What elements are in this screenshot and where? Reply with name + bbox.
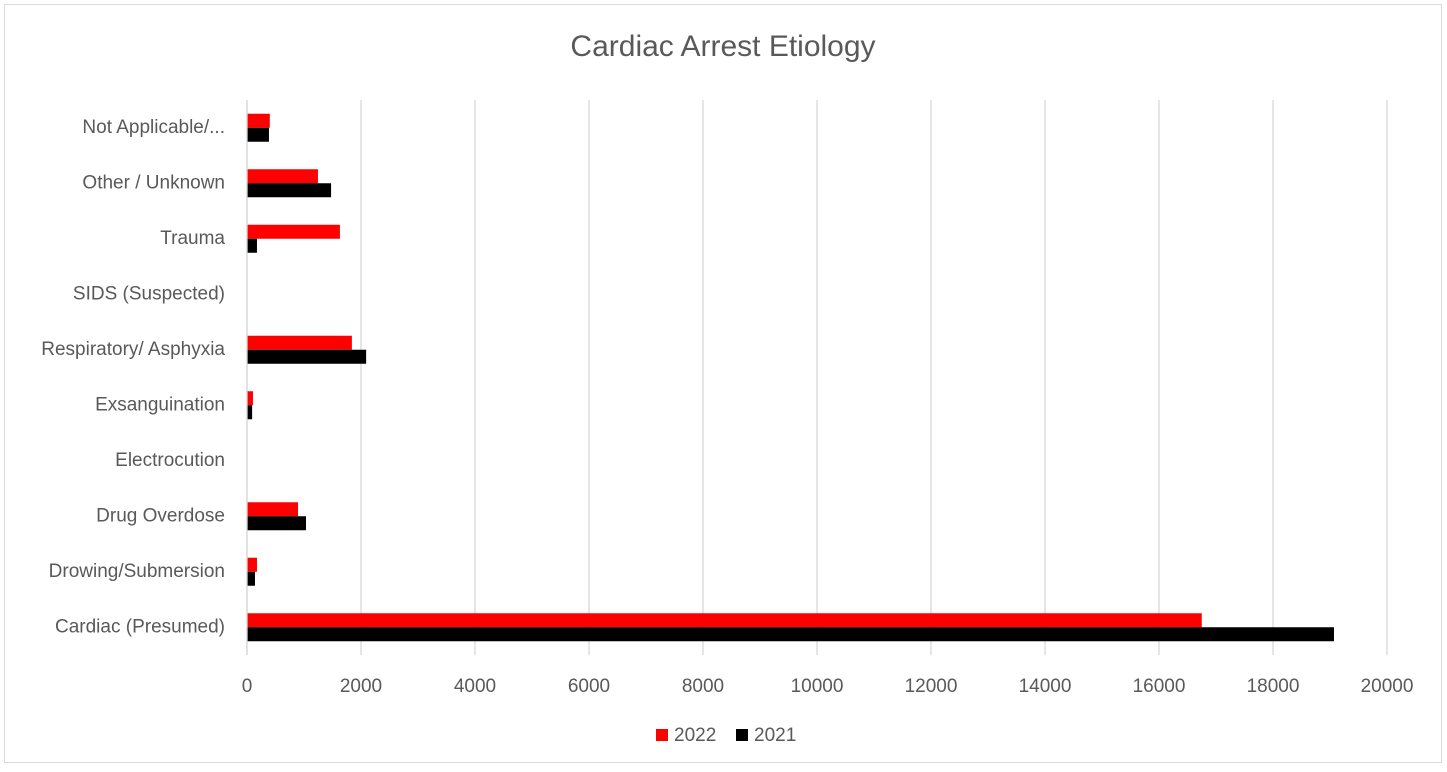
x-tick-label: 20000	[1361, 676, 1414, 697]
bar	[247, 557, 257, 572]
x-tick-label: 4000	[454, 676, 496, 697]
y-tick-label: Other / Unknown	[82, 172, 225, 193]
bar	[247, 238, 257, 253]
y-tick-label: Respiratory/ Asphyxia	[41, 339, 225, 360]
bar	[247, 571, 255, 586]
y-tick-label: Cardiac (Presumed)	[55, 616, 225, 637]
x-tick-label: 6000	[568, 676, 610, 697]
x-tick-label: 10000	[791, 676, 844, 697]
bar	[247, 169, 318, 184]
x-tick-label: 0	[242, 676, 253, 697]
y-tick-label: SIDS (Suspected)	[73, 283, 225, 304]
bar	[247, 183, 332, 198]
y-tick-label: Exsanguination	[95, 394, 225, 415]
bar	[247, 224, 340, 239]
x-tick-label: 16000	[1133, 676, 1186, 697]
bar	[247, 335, 352, 350]
x-tick-label: 12000	[905, 676, 958, 697]
bar	[247, 613, 1202, 628]
y-tick-label: Not Applicable/...	[82, 117, 225, 138]
legend-label: 2022	[674, 725, 716, 746]
y-tick-label: Drowing/Submersion	[49, 561, 225, 582]
y-tick-label: Electrocution	[115, 450, 225, 471]
chart-title: Cardiac Arrest Etiology	[570, 30, 875, 63]
y-tick-label: Drug Overdose	[96, 505, 225, 526]
x-tick-label: 8000	[682, 676, 724, 697]
y-tick-label: Trauma	[160, 228, 225, 249]
bar	[247, 391, 253, 406]
legend-swatch	[656, 729, 668, 741]
legend-swatch	[736, 729, 748, 741]
bar	[247, 627, 1334, 642]
x-tick-label: 14000	[1019, 676, 1072, 697]
x-tick-label: 2000	[340, 676, 382, 697]
bar	[247, 113, 270, 128]
bar	[247, 502, 299, 517]
x-tick-label: 18000	[1247, 676, 1300, 697]
bar	[247, 405, 253, 420]
bar	[247, 516, 306, 531]
bar	[247, 349, 367, 364]
bar	[247, 127, 269, 142]
legend-label: 2021	[754, 725, 796, 746]
